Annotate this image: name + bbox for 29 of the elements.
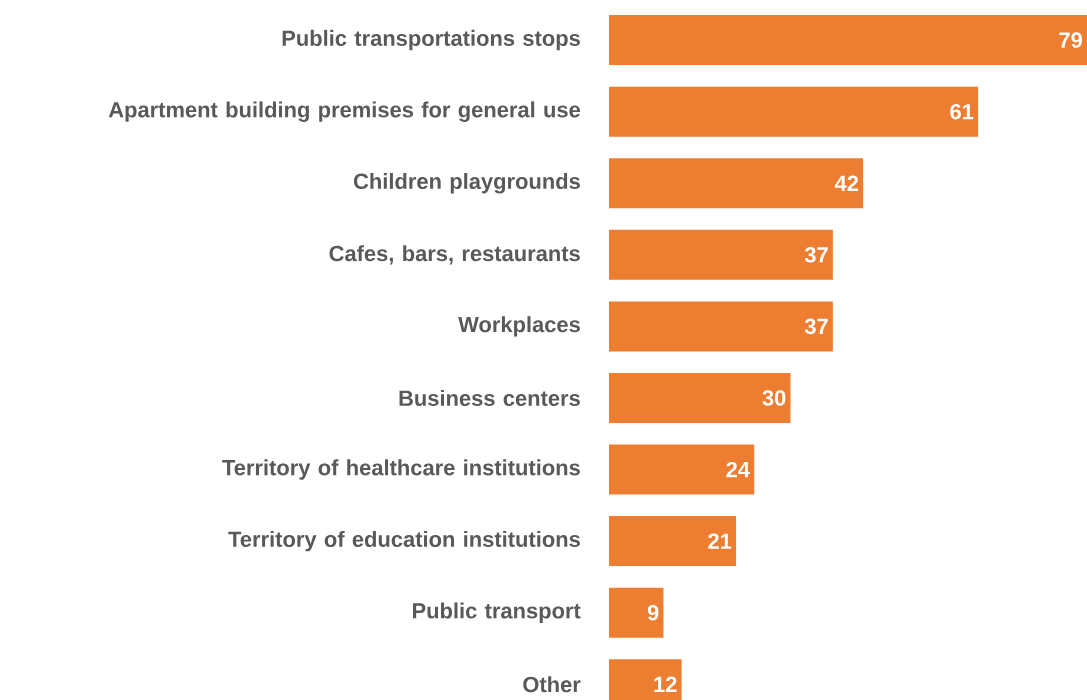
bar <box>609 86 979 137</box>
y-tick-label: Cafes, bars, restaurants <box>329 245 580 265</box>
y-tick-label: Apartment building premises for general use <box>108 101 581 122</box>
bar <box>609 229 833 280</box>
data-label: 12 <box>654 676 677 692</box>
y-tick-label: Public transport <box>412 602 581 623</box>
bar <box>609 372 791 423</box>
data-label: 37 <box>804 318 828 335</box>
y-tick-label: Workplaces <box>458 316 580 337</box>
data-label: 21 <box>708 533 732 549</box>
bar <box>609 516 737 567</box>
data-label: 79 <box>1059 32 1082 48</box>
y-tick-label: Public transportations stops <box>282 29 580 51</box>
bar <box>609 444 755 495</box>
y-tick-label: Territory of education institutions <box>228 530 580 552</box>
bar <box>609 301 833 352</box>
y-tick-label: Other <box>523 676 581 693</box>
data-label: 24 <box>726 461 750 478</box>
y-tick-label: Children playgrounds <box>353 172 580 194</box>
bar <box>609 587 664 638</box>
y-tick-label: Business centers <box>399 389 580 407</box>
data-label: 30 <box>762 390 786 406</box>
data-label: 42 <box>834 175 859 191</box>
bar <box>609 15 1087 66</box>
data-label: 61 <box>950 103 974 120</box>
data-label: 9 <box>647 604 659 621</box>
data-label: 37 <box>804 247 828 263</box>
y-tick-label: Territory of healthcare institutions <box>222 459 580 480</box>
bar <box>609 158 864 209</box>
